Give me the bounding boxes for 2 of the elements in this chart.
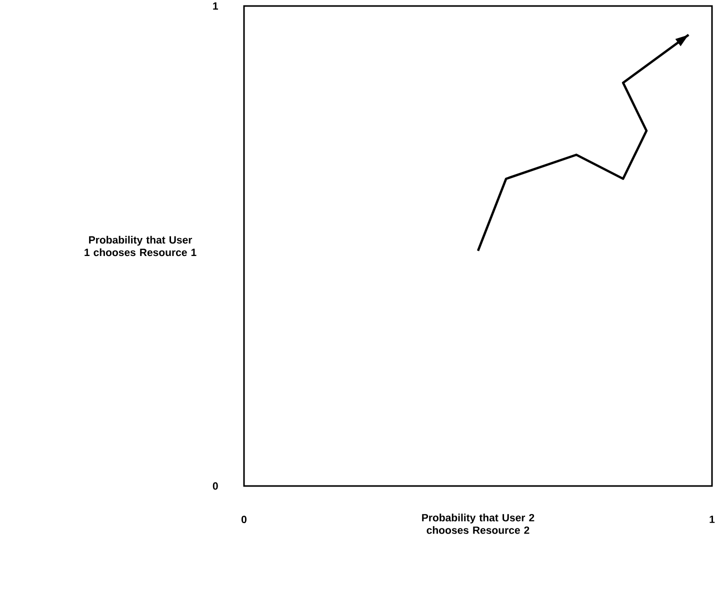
y-axis-title: Probability that User 1 chooses Resource 1 (84, 236, 196, 256)
x-axis-title: Probability that User 2 chooses Resource 2 (422, 514, 534, 534)
